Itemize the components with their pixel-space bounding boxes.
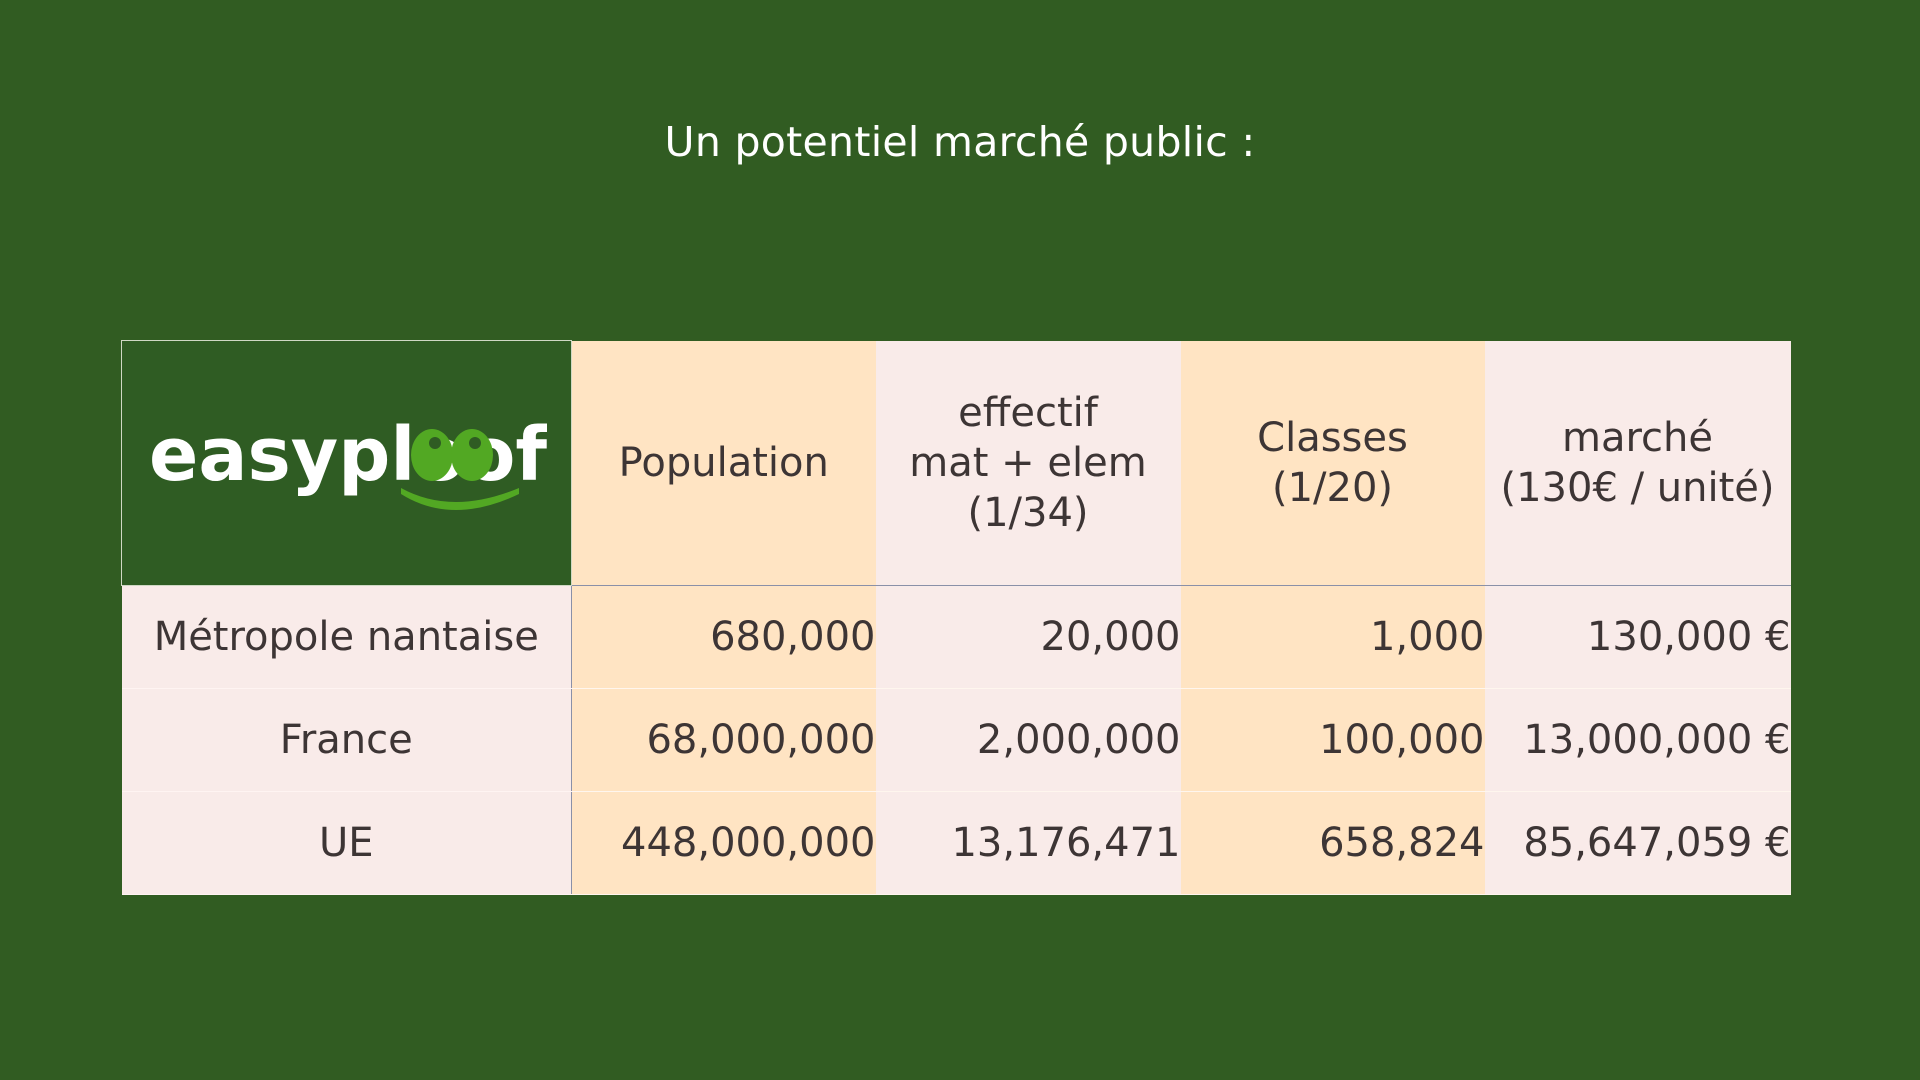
frog-eyes-icon bbox=[410, 429, 493, 481]
cell-marche: 85,647,059 € bbox=[1484, 791, 1791, 895]
header-effectif: effectif mat + elem (1/34) bbox=[875, 340, 1181, 586]
table-row: Métropole nantaise 680,000 20,000 1,000 … bbox=[121, 585, 1791, 689]
table-header-row: easyploof Population effectif mat + elem… bbox=[121, 340, 1791, 586]
market-table: easyploof Population effectif mat + elem… bbox=[121, 340, 1791, 895]
cell-marche: 13,000,000 € bbox=[1484, 688, 1791, 792]
cell-effectif: 13,176,471 bbox=[875, 791, 1181, 895]
header-population: Population bbox=[571, 340, 876, 586]
cell-population: 448,000,000 bbox=[571, 791, 876, 895]
logo-cell: easyploof bbox=[121, 340, 572, 586]
cell-effectif: 2,000,000 bbox=[875, 688, 1181, 792]
header-classes-label: Classes (1/20) bbox=[1257, 414, 1408, 511]
cell-classes: 658,824 bbox=[1180, 791, 1485, 895]
cell-effectif: 20,000 bbox=[875, 585, 1181, 689]
cell-marche: 130,000 € bbox=[1484, 585, 1791, 689]
header-marche-label: marché (130€ / unité) bbox=[1500, 414, 1775, 511]
row-label: France bbox=[121, 688, 572, 792]
table-row: UE 448,000,000 13,176,471 658,824 85,647… bbox=[121, 791, 1791, 895]
cell-population: 68,000,000 bbox=[571, 688, 876, 792]
easyploof-logo: easyploof bbox=[149, 412, 547, 510]
header-classes: Classes (1/20) bbox=[1180, 340, 1485, 586]
table-row: France 68,000,000 2,000,000 100,000 13,0… bbox=[121, 688, 1791, 792]
row-label: Métropole nantaise bbox=[121, 585, 572, 689]
cell-classes: 1,000 bbox=[1180, 585, 1485, 689]
header-effectif-label: effectif mat + elem (1/34) bbox=[909, 389, 1147, 536]
row-label: UE bbox=[121, 791, 572, 895]
cell-classes: 100,000 bbox=[1180, 688, 1485, 792]
frog-mouth-icon bbox=[400, 488, 519, 510]
slide-title: Un potentiel marché public : bbox=[664, 118, 1256, 166]
header-marche: marché (130€ / unité) bbox=[1484, 340, 1791, 586]
header-population-label: Population bbox=[618, 439, 829, 486]
market-table-container: easyploof Population effectif mat + elem… bbox=[121, 340, 1791, 895]
cell-population: 680,000 bbox=[571, 585, 876, 689]
